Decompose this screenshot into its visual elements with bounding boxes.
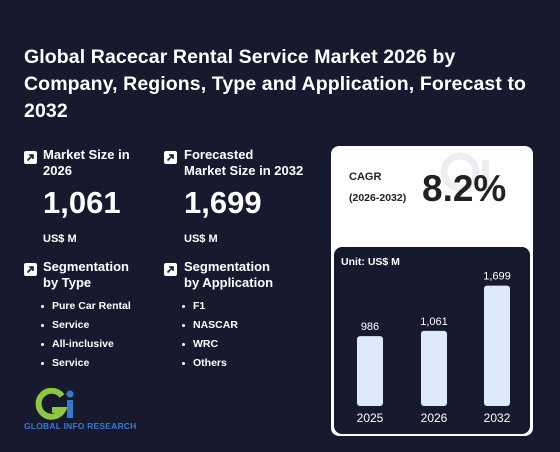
list-item: Pure Car Rental (40, 297, 131, 316)
list-item: Service (40, 354, 131, 373)
logo-text: GLOBAL INFO RESEARCH (24, 421, 137, 431)
list-item: F1 (181, 297, 238, 316)
list-item: All-inclusive (40, 335, 131, 354)
segmentation-application-label: Segmentation by Application (184, 259, 273, 291)
bar-value-label: 1,061 (420, 316, 448, 328)
watermark-icon (440, 152, 489, 192)
global-info-research-logo (35, 388, 74, 420)
market-size-label-line2: 2026 (43, 163, 72, 178)
segmentation-application-list: F1 NASCAR WRC Others (181, 297, 238, 373)
list-item: WRC (181, 335, 238, 354)
arrow-icon (164, 263, 177, 276)
market-size-value: 1,061 (43, 185, 121, 220)
bar-chart: 986 2025 1,061 2026 1,699 2032 (357, 271, 511, 425)
arrow-icon (24, 263, 37, 276)
market-size-label-line1: Market Size in (43, 147, 130, 162)
x-tick-label: 2026 (421, 411, 448, 425)
x-tick-label: 2032 (484, 411, 511, 425)
market-size-unit: US$ M (43, 233, 77, 245)
arrow-icon (24, 151, 37, 164)
arrow-icon (164, 151, 177, 164)
forecast-size-value: 1,699 (184, 185, 262, 220)
chart-unit-label: Unit: US$ M (341, 256, 400, 268)
segmentation-application-label-line2: by Application (184, 275, 274, 290)
cagr-range: (2026-2032) (349, 192, 407, 204)
cagr-value: 8.2% (422, 168, 507, 209)
bar-2026 (421, 330, 447, 406)
bar-value-label: 1,699 (483, 271, 511, 283)
cagr-label: CAGR (349, 171, 382, 183)
market-size-label: Market Size in 2026 (43, 147, 130, 179)
bar-value-label: 986 (361, 321, 379, 333)
bar-2032 (484, 285, 510, 406)
forecast-size-label-line1: Forecasted (184, 147, 254, 162)
list-item: NASCAR (181, 316, 238, 335)
forecast-size-label-line2: Market Size in 2032 (184, 163, 304, 178)
x-tick-label: 2025 (357, 411, 384, 425)
segmentation-type-label-line1: Segmentation (43, 259, 129, 274)
segmentation-type-label: Segmentation by Type (43, 259, 129, 291)
list-item: Others (181, 354, 238, 373)
bar-2025 (357, 336, 383, 406)
list-item: Service (40, 316, 131, 335)
segmentation-type-list: Pure Car Rental Service All-inclusive Se… (40, 297, 131, 373)
forecast-size-unit: US$ M (184, 233, 218, 245)
forecast-size-label: Forecasted Market Size in 2032 (184, 147, 303, 179)
report-title: Global Racecar Rental Service Market 202… (24, 46, 527, 122)
segmentation-type-label-line2: by Type (43, 275, 92, 290)
segmentation-application-label-line1: Segmentation (184, 259, 270, 274)
